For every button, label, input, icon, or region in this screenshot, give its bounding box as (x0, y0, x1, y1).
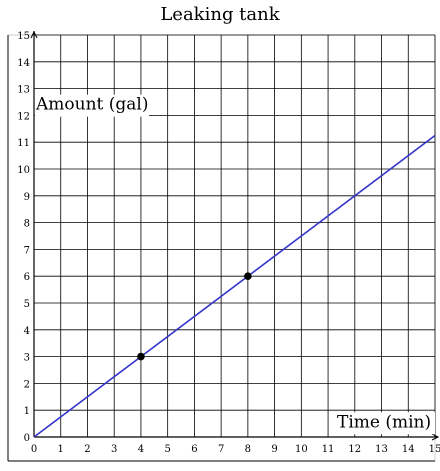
y-tick-label: 6 (24, 272, 30, 283)
x-tick-label: 5 (164, 444, 170, 455)
x-tick-label: 3 (111, 444, 117, 455)
y-tick-label: 0 (24, 433, 30, 444)
x-tick-label: 13 (375, 444, 388, 455)
chart-title: Leaking tank (160, 4, 280, 25)
series-line (33, 134, 436, 438)
y-axis-arrow (30, 30, 38, 39)
x-tick-label: 2 (84, 444, 90, 455)
x-tick-label: 15 (429, 444, 440, 455)
y-tick-label: 13 (17, 85, 30, 96)
y-tick-label: 12 (17, 111, 30, 122)
y-tick-label: 1 (24, 406, 30, 417)
y-axis-label: Amount (gal) (35, 95, 148, 115)
x-tick-label: 10 (295, 444, 308, 455)
x-axis-label: Time (min) (337, 412, 431, 432)
y-tick-label: 9 (24, 192, 30, 203)
x-tick-label: 6 (191, 444, 197, 455)
y-tick-label: 14 (17, 58, 30, 69)
x-tick-label: 7 (218, 444, 224, 455)
y-tick-label: 11 (17, 138, 30, 149)
y-tick-label: 8 (24, 219, 30, 230)
y-tick-label: 3 (24, 353, 30, 364)
x-tick-label: 8 (245, 444, 251, 455)
y-tick-label: 5 (24, 299, 30, 310)
y-tick-label: 15 (17, 31, 30, 42)
y-tick-label: 10 (17, 165, 30, 176)
data-point (137, 352, 145, 361)
y-tick-label: 2 (24, 379, 30, 390)
x-tick-label: 11 (322, 444, 335, 455)
x-label-bg (335, 412, 435, 435)
y-tick-label: 4 (24, 326, 30, 337)
x-tick-label: 4 (138, 444, 144, 455)
x-tick-label: 9 (271, 444, 277, 455)
data-point (244, 272, 252, 281)
x-tick-label: 0 (31, 444, 37, 455)
x-axis-arrow (431, 433, 440, 441)
y-tick-label: 7 (24, 245, 30, 256)
x-tick-label: 14 (402, 444, 415, 455)
x-tick-label: 1 (58, 444, 64, 455)
x-tick-label: 12 (348, 444, 361, 455)
y-label-bg (35, 94, 149, 117)
